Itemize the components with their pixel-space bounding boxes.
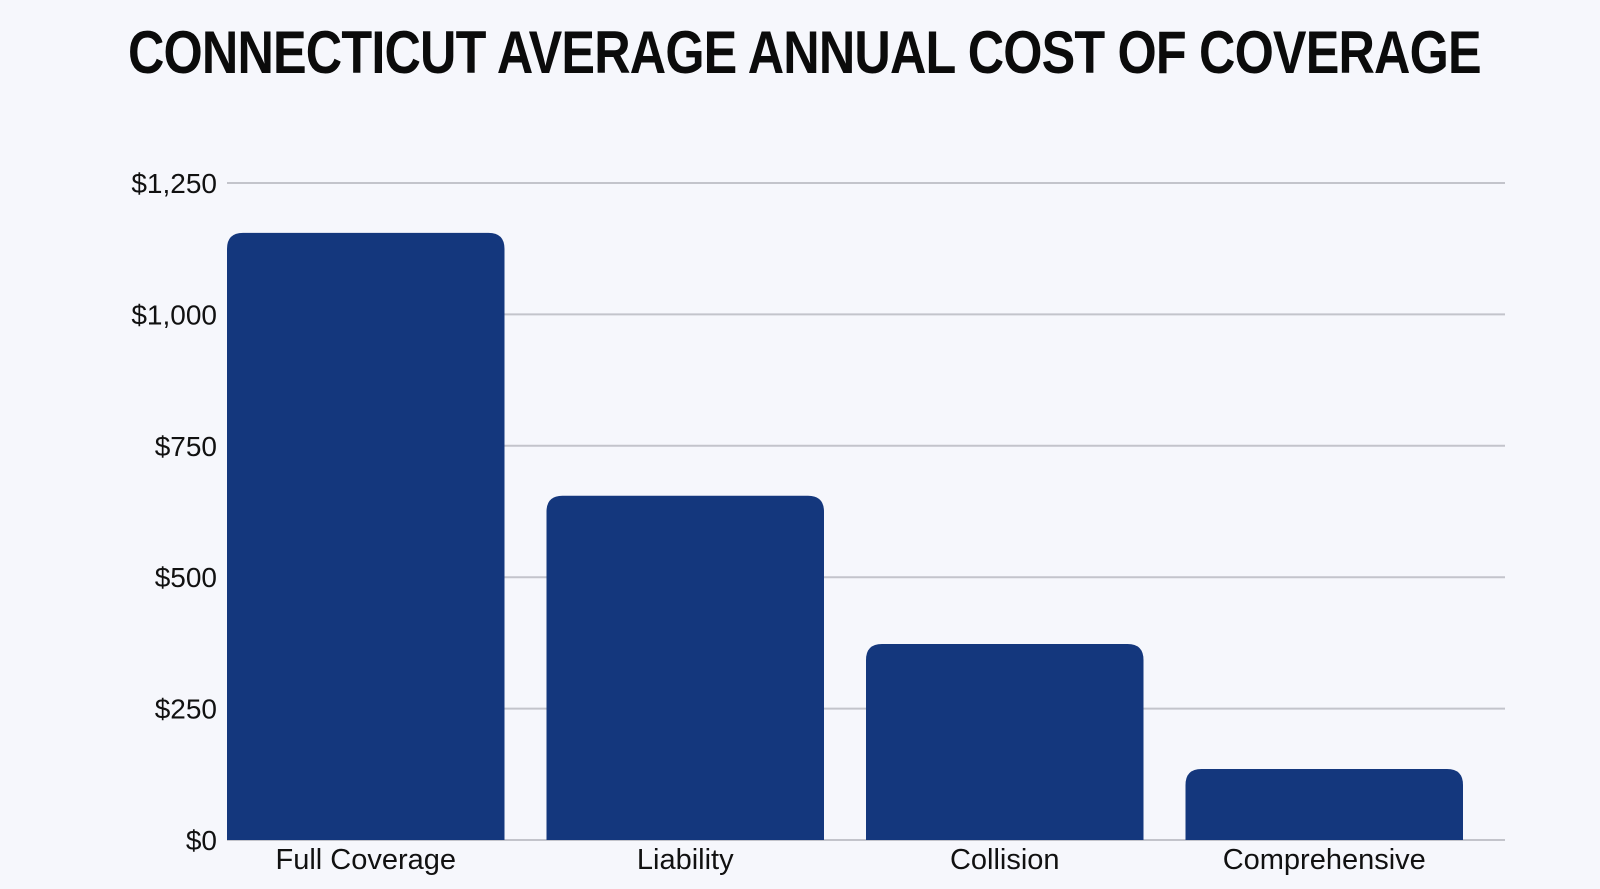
bars [227, 232, 1463, 840]
x-category-label: Liability [637, 844, 734, 876]
x-category-label: Collision [950, 844, 1060, 876]
bar-full-coverage [227, 232, 505, 840]
y-tick-label: $500 [155, 562, 217, 593]
bar-collision [866, 643, 1144, 840]
y-tick-label: $250 [155, 694, 217, 725]
x-axis-categories: Full Coverage Liability Collision Comprehen… [275, 844, 1425, 876]
bar-comprehensive [1185, 769, 1463, 840]
bar-liability [546, 495, 824, 840]
y-tick-label: $1,250 [131, 168, 217, 199]
y-tick-label: $750 [155, 431, 217, 462]
y-axis-ticks: $0 $250 $500 $750 $1,000 $1,250 [131, 168, 217, 856]
x-category-label: Comprehensive [1223, 844, 1426, 876]
chart-title: CONNECTICUT AVERAGE ANNUAL COST OF COVER… [128, 19, 1482, 86]
y-tick-label: $1,000 [131, 299, 217, 330]
x-category-label: Full Coverage [275, 844, 456, 876]
y-tick-label: $0 [186, 825, 217, 856]
